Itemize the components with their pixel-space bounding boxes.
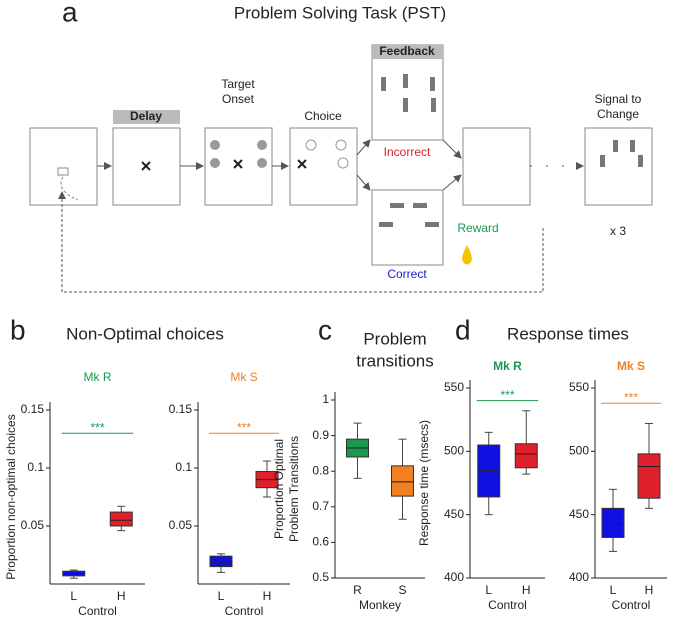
y-tick-label: 450 bbox=[444, 507, 464, 521]
y-tick-label: 500 bbox=[444, 444, 464, 458]
x-tick-label: H bbox=[645, 583, 654, 597]
repeat-label: x 3 bbox=[610, 224, 626, 238]
x-tick-label: H bbox=[117, 589, 126, 603]
outcome-label: Incorrect bbox=[384, 145, 431, 159]
x-tick-label: H bbox=[522, 583, 531, 597]
icon bbox=[57, 167, 69, 176]
y-axis-label: Proportion Optimal bbox=[272, 439, 286, 539]
step-label: Delay bbox=[130, 109, 162, 123]
panel-title: Non-Optimal choices bbox=[66, 324, 224, 343]
targets bbox=[210, 140, 267, 168]
outcome-label: Correct bbox=[387, 267, 427, 281]
stimuli bbox=[379, 203, 439, 227]
y-tick-label: 1 bbox=[322, 392, 329, 406]
box bbox=[601, 507, 625, 538]
fixation bbox=[297, 159, 307, 169]
x-axis-label: Control bbox=[225, 604, 264, 618]
targets bbox=[305, 139, 349, 169]
step-label: Change bbox=[597, 107, 639, 121]
box bbox=[637, 453, 661, 499]
box bbox=[391, 465, 414, 497]
chart-subtitle: Mk S bbox=[617, 359, 645, 373]
y-tick-label: 500 bbox=[569, 444, 589, 458]
y-tick-label: 0.6 bbox=[312, 535, 329, 549]
x-axis-label: Monkey bbox=[359, 598, 401, 612]
y-tick-label: 400 bbox=[569, 570, 589, 584]
x-tick-label: L bbox=[610, 583, 617, 597]
step-box bbox=[462, 127, 531, 206]
y-tick-label: 0.5 bbox=[312, 570, 329, 584]
step-box bbox=[371, 44, 444, 141]
chart-subtitle: Mk R bbox=[84, 370, 112, 384]
x-tick-label: L bbox=[485, 583, 492, 597]
panel-letter: d bbox=[455, 314, 471, 345]
diagram-title: Problem Solving Task (PST) bbox=[234, 3, 446, 22]
panel-title: transitions bbox=[356, 351, 433, 370]
step-label: Onset bbox=[222, 92, 255, 106]
step-box bbox=[29, 127, 98, 206]
y-tick-label: 0.15 bbox=[169, 402, 193, 416]
y-tick-label: 450 bbox=[569, 507, 589, 521]
y-tick-label: 0.15 bbox=[21, 402, 45, 416]
stimuli bbox=[600, 140, 643, 167]
fixation bbox=[141, 161, 151, 171]
significance-label: *** bbox=[90, 420, 104, 434]
y-tick-label: 0.1 bbox=[27, 460, 44, 474]
stimuli bbox=[381, 74, 436, 112]
x-tick-label: L bbox=[218, 589, 225, 603]
y-tick-label: 0.7 bbox=[312, 499, 329, 513]
x-tick-label: S bbox=[398, 583, 406, 597]
step-label: Feedback bbox=[379, 44, 435, 58]
panel-letter: a bbox=[62, 0, 78, 27]
fixation bbox=[233, 159, 243, 169]
box bbox=[477, 444, 501, 498]
y-tick-label: 0.05 bbox=[21, 518, 45, 532]
y-tick-label: 550 bbox=[444, 380, 464, 394]
step-label: Target bbox=[221, 77, 255, 91]
drop bbox=[462, 245, 472, 265]
chart-subtitle: Mk S bbox=[230, 370, 257, 384]
step-box bbox=[371, 189, 444, 266]
x-tick-label: H bbox=[263, 589, 272, 603]
x-axis-label: Control bbox=[78, 604, 117, 618]
panel-a: a Problem Solving Task (PST) Delay Targe… bbox=[29, 0, 653, 293]
panel-title: Response times bbox=[507, 324, 629, 343]
y-tick-label: 0.05 bbox=[169, 518, 193, 532]
panel-letter: c bbox=[318, 314, 332, 345]
y-tick-label: 0.9 bbox=[312, 428, 329, 442]
y-tick-label: 0.1 bbox=[175, 460, 192, 474]
y-tick-label: 550 bbox=[569, 380, 589, 394]
label-bg bbox=[113, 110, 180, 124]
significance-label: *** bbox=[500, 388, 514, 402]
y-tick-label: 0.8 bbox=[312, 463, 329, 477]
y-axis-label: Response time (msecs) bbox=[417, 420, 431, 546]
arrows bbox=[58, 139, 584, 293]
significance-label: *** bbox=[624, 390, 638, 404]
reward-label: Reward bbox=[457, 221, 498, 235]
x-axis-label: Control bbox=[488, 598, 527, 612]
box bbox=[514, 443, 538, 469]
step-label: Choice bbox=[304, 109, 342, 123]
y-axis-label: Problem Transitions bbox=[287, 436, 301, 542]
icon bbox=[60, 176, 79, 201]
box bbox=[209, 555, 233, 568]
panel-letter: b bbox=[10, 314, 26, 345]
x-tick-label: L bbox=[70, 589, 77, 603]
panel-title: Problem bbox=[363, 329, 426, 348]
x-tick-label: R bbox=[353, 583, 362, 597]
label-bg bbox=[372, 45, 443, 59]
chart-subtitle: Mk R bbox=[493, 359, 522, 373]
step-label: Signal to bbox=[595, 92, 642, 106]
box bbox=[109, 511, 133, 527]
significance-label: *** bbox=[237, 420, 251, 434]
y-axis-label: Proportion non-optimal choices bbox=[4, 414, 18, 579]
y-tick-label: 400 bbox=[444, 570, 464, 584]
x-axis-label: Control bbox=[612, 598, 651, 612]
